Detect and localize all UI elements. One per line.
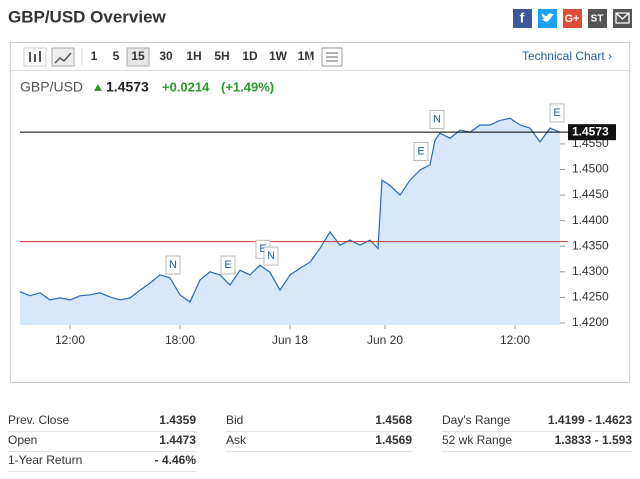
y-tick-label: 1.4500 bbox=[572, 162, 609, 176]
event-marker[interactable] bbox=[549, 103, 565, 123]
x-tick-label: 18:00 bbox=[165, 333, 195, 347]
y-tick-label: 1.4300 bbox=[572, 264, 609, 278]
stat-value: 1.4473 bbox=[159, 433, 196, 447]
twitter-bird bbox=[541, 13, 554, 23]
page-title: GBP/USD Overview bbox=[8, 7, 167, 26]
event-label: E bbox=[417, 145, 424, 157]
gplus-icon[interactable] bbox=[563, 9, 582, 28]
stat-label: Day's Range bbox=[442, 413, 511, 427]
area-fill bbox=[20, 118, 560, 325]
period-button[interactable]: 1M bbox=[298, 49, 315, 63]
period-button[interactable]: 1H bbox=[186, 49, 201, 63]
st-text: ST bbox=[591, 14, 604, 25]
up-arrow bbox=[94, 84, 102, 91]
y-tick-label: 1.4400 bbox=[572, 213, 609, 227]
stat-value: 1.4569 bbox=[375, 433, 412, 447]
change-percent: (+1.49%) bbox=[221, 79, 274, 94]
price-line bbox=[19, 117, 561, 303]
period-button[interactable]: 1W bbox=[269, 49, 288, 63]
facebook-icon[interactable] bbox=[513, 9, 532, 28]
stat-label: Ask bbox=[226, 433, 247, 447]
y-tick-label: 1.4450 bbox=[572, 187, 609, 201]
st-icon[interactable] bbox=[588, 9, 607, 28]
gplus-text: G+ bbox=[565, 13, 580, 25]
event-label: N bbox=[169, 259, 177, 271]
event-marker[interactable] bbox=[429, 109, 445, 129]
y-tick-label: 1.4200 bbox=[572, 315, 609, 329]
event-label: N bbox=[267, 250, 275, 262]
stat-value: - 4.46% bbox=[155, 453, 197, 467]
stat-value: 1.3833 - 1.593 bbox=[555, 433, 633, 447]
stat-label: Bid bbox=[226, 413, 243, 427]
event-marker[interactable] bbox=[263, 246, 279, 266]
mail-glyph bbox=[615, 12, 630, 24]
x-tick-label: Jun 20 bbox=[367, 333, 403, 347]
event-marker[interactable] bbox=[220, 255, 236, 275]
facebook-text: f bbox=[520, 10, 525, 26]
stat-label: 52 wk Range bbox=[442, 433, 512, 447]
candle-glyph bbox=[29, 51, 41, 62]
event-marker[interactable] bbox=[413, 141, 429, 161]
period-active bbox=[126, 47, 150, 67]
period-button[interactable]: 30 bbox=[159, 49, 173, 63]
symbol: GBP/USD bbox=[20, 79, 83, 95]
stat-label: Open bbox=[8, 433, 37, 447]
y-tick-label: 1.4250 bbox=[572, 290, 609, 304]
area-glyph bbox=[54, 52, 72, 64]
period-button[interactable]: 15 bbox=[131, 49, 145, 63]
change: +0.0214 bbox=[162, 79, 210, 94]
technical-chart-link[interactable]: Technical Chart › bbox=[522, 49, 612, 63]
event-label: E bbox=[259, 243, 266, 255]
x-tick-label: 12:00 bbox=[500, 333, 530, 347]
event-label: E bbox=[553, 107, 560, 119]
period-button[interactable]: 1 bbox=[91, 49, 98, 63]
x-tick-label: Jun 18 bbox=[272, 333, 308, 347]
y-tick-label: 1.4350 bbox=[572, 238, 609, 252]
event-label: N bbox=[433, 113, 441, 125]
settings-glyph bbox=[326, 52, 338, 62]
stat-value: 1.4359 bbox=[159, 413, 196, 427]
event-marker[interactable] bbox=[165, 255, 181, 275]
last-price-box bbox=[568, 124, 616, 141]
stat-value: 1.4199 - 1.4623 bbox=[548, 413, 632, 427]
period-button[interactable]: 5 bbox=[113, 49, 120, 63]
x-tick-label: 12:00 bbox=[55, 333, 85, 347]
event-label: E bbox=[224, 259, 231, 271]
stat-label: 1-Year Return bbox=[8, 453, 82, 467]
last-price-label: 1.4573 bbox=[572, 124, 609, 138]
stat-value: 1.4568 bbox=[375, 413, 412, 427]
period-button[interactable]: 5H bbox=[214, 49, 229, 63]
price: 1.4573 bbox=[106, 79, 149, 95]
stat-label: Prev. Close bbox=[8, 413, 69, 427]
period-button[interactable]: 1D bbox=[242, 49, 258, 63]
